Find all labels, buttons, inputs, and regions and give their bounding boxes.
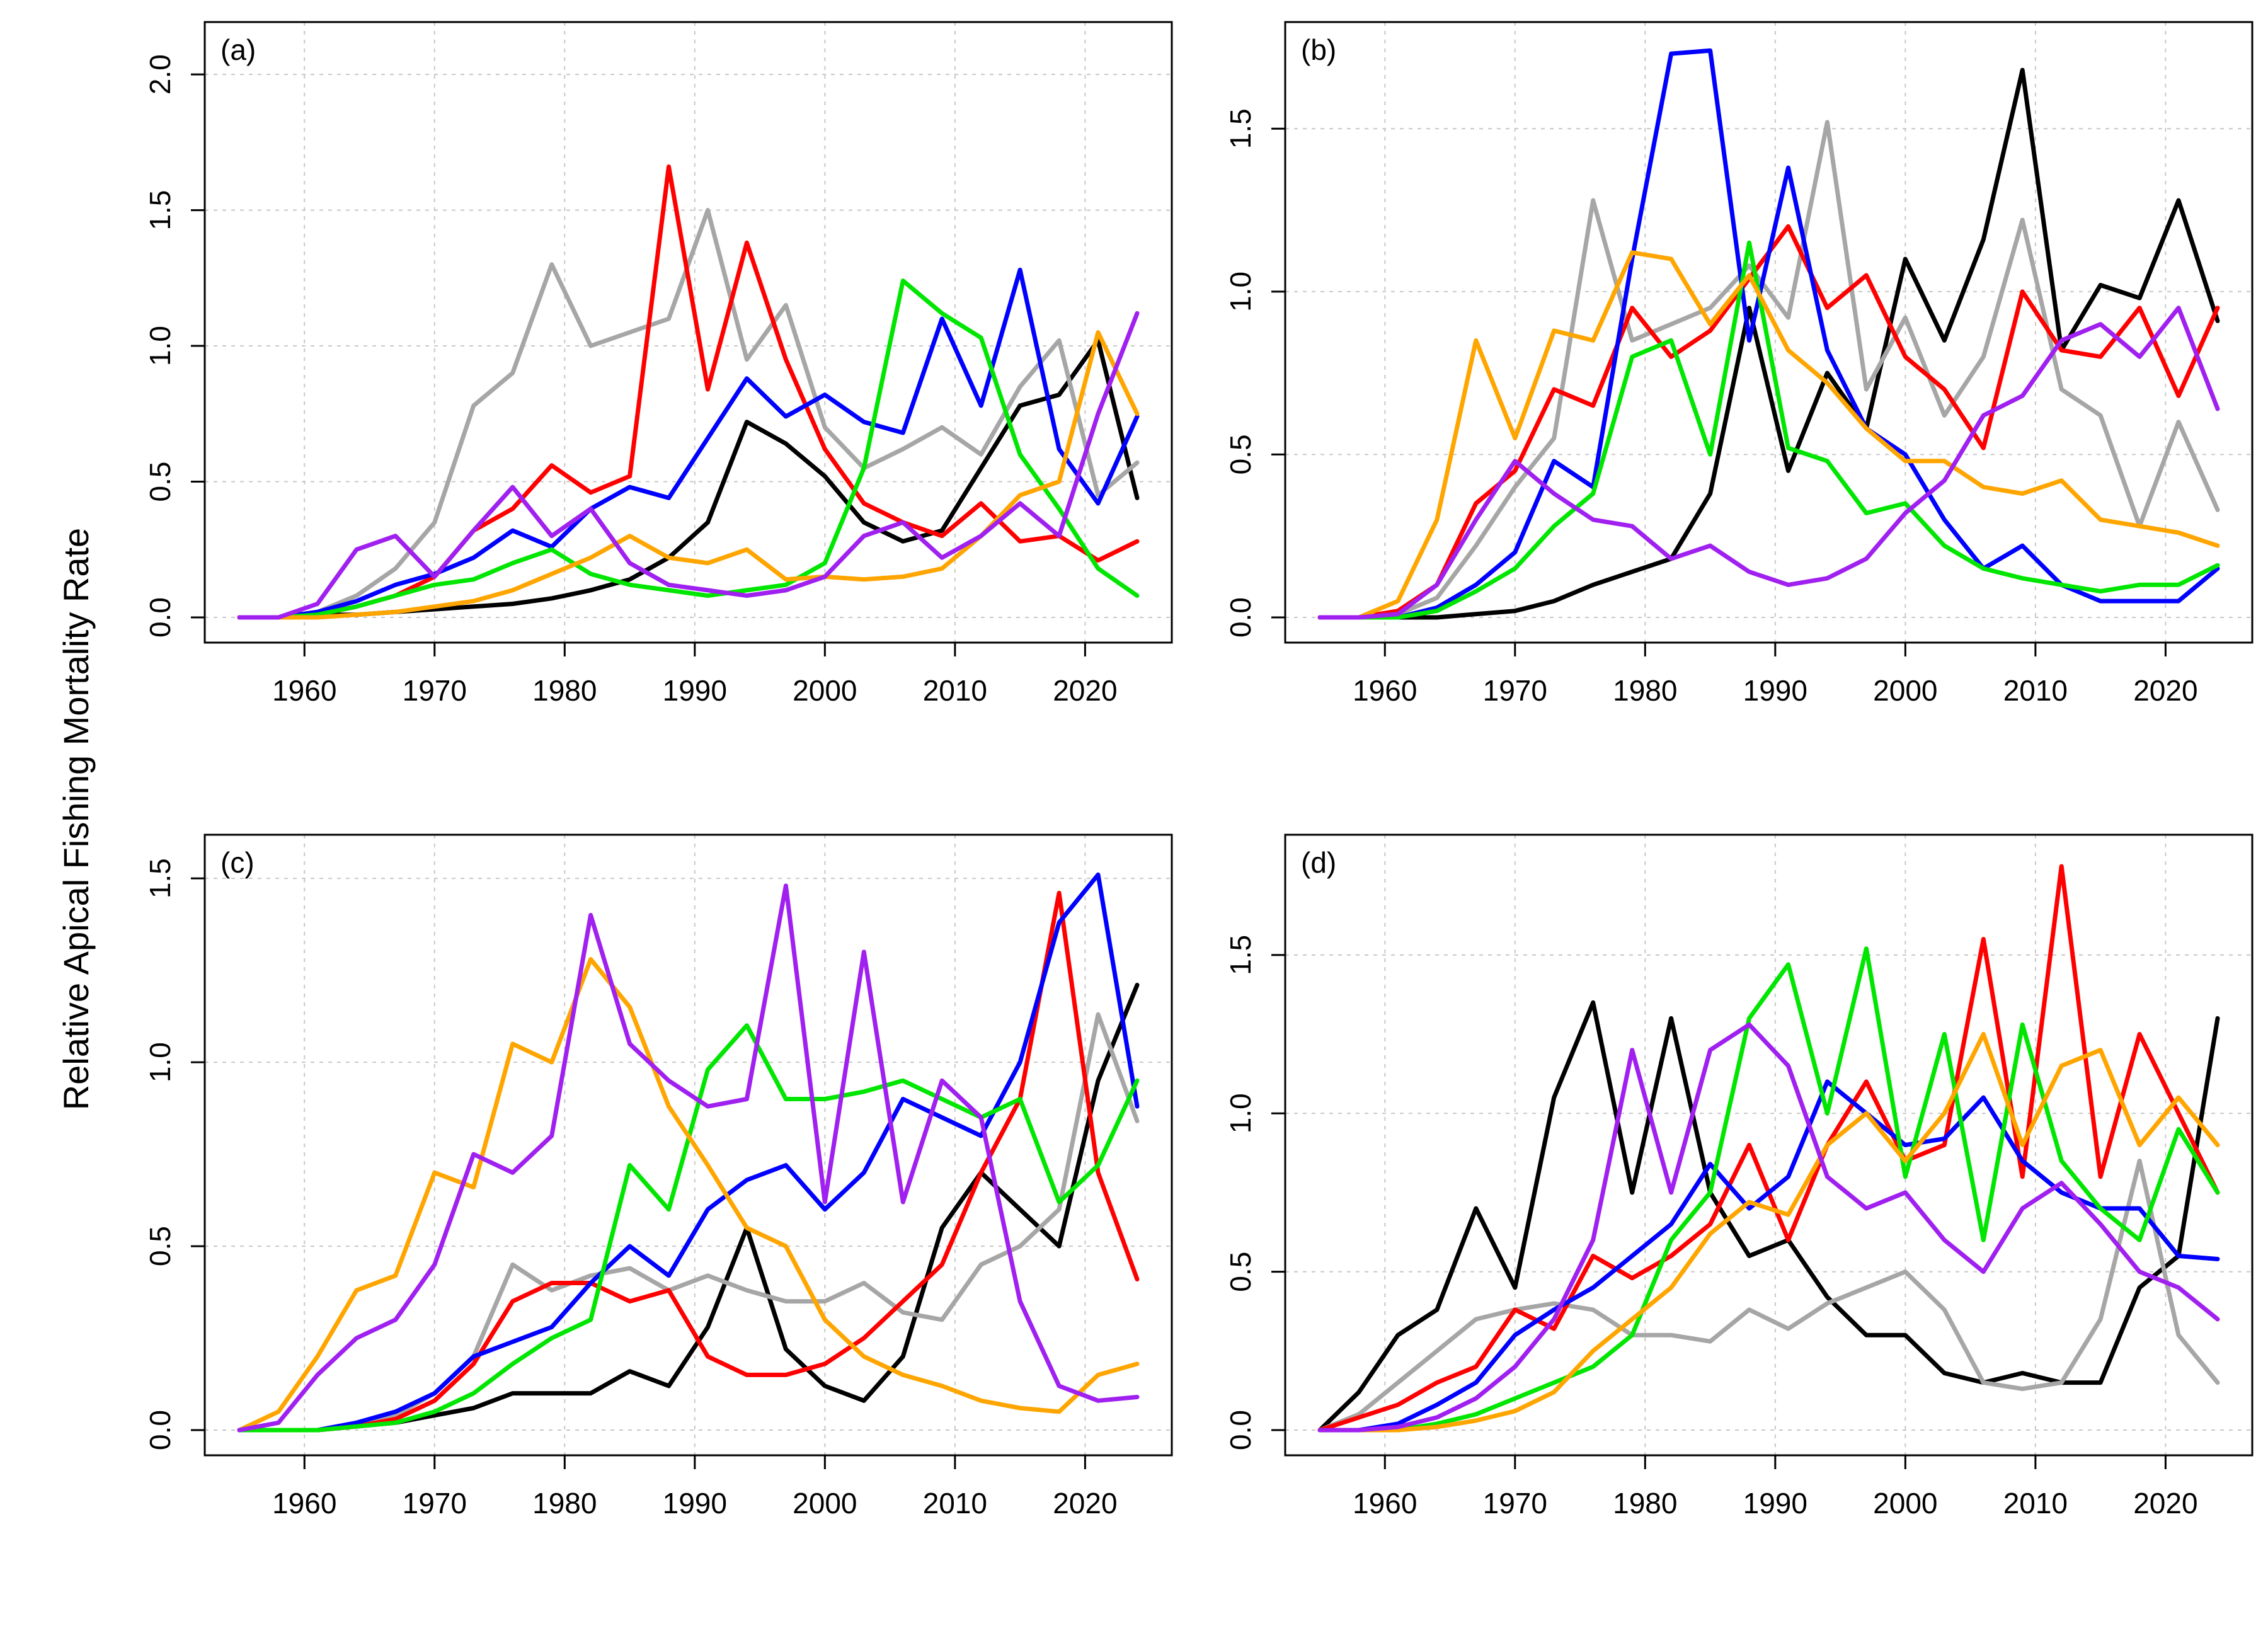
series-line-2 (1317, 120, 2220, 620)
x-tick-label: 1960 (272, 674, 336, 707)
x-tick-label: 1980 (1613, 674, 1677, 707)
x-tick-label: 2000 (793, 1487, 857, 1520)
x-tick-label: 2010 (923, 1487, 987, 1520)
series-line-7 (237, 883, 1140, 1433)
y-tick-label: 0.5 (1224, 1252, 1257, 1292)
series-line-3 (237, 164, 1140, 620)
x-tick-label: 2010 (2003, 674, 2068, 707)
x-tick-label: 1970 (1483, 1487, 1547, 1520)
y-tick-label: 1.5 (1224, 935, 1257, 975)
y-tick-label: 1.0 (144, 326, 176, 366)
x-tick-label: 2020 (1053, 674, 1117, 707)
series-line-7 (1317, 306, 2220, 620)
series-line-1 (237, 338, 1140, 620)
series-line-4 (1317, 1079, 2220, 1433)
y-tick-label: 1.5 (144, 858, 176, 898)
panel-c: 1960 1970 1980 1990 2000 2010 2020 0.0 0.5 1.0 1.5… (144, 833, 1173, 1520)
x-tick-label: 1970 (1483, 674, 1547, 707)
series-line-7 (237, 311, 1140, 620)
y-tick-label: 0.5 (144, 462, 176, 502)
series-line-5 (1317, 240, 2220, 620)
plot-frame (1284, 21, 2254, 644)
series-line-7 (1317, 1022, 2220, 1433)
x-tick-label: 1980 (532, 674, 597, 707)
x-tick-label: 1960 (1353, 674, 1417, 707)
x-tick-label: 1970 (403, 1487, 467, 1520)
panel-d: 1960 1970 1980 1990 2000 2010 2020 0.0 0.5 1.0 1.5… (1224, 833, 2254, 1520)
x-tick-label: 2020 (1053, 1487, 1117, 1520)
series-line-2 (237, 208, 1140, 620)
y-tick-label: 0.5 (1224, 434, 1257, 474)
y-tick-label: 1.5 (144, 190, 176, 231)
series-line-6 (1317, 250, 2220, 620)
panel-tag-d: (d) (1301, 846, 1336, 879)
series-line-4 (237, 872, 1140, 1433)
series-line-6 (237, 957, 1140, 1433)
panel-b: 1960 1970 1980 1990 2000 2010 2020 0.0 0.5 1.0 1.5… (1224, 21, 2254, 707)
series-line-2 (237, 1012, 1140, 1433)
series-line-5 (1317, 946, 2220, 1433)
x-tick-label: 2000 (793, 674, 857, 707)
x-tick-label: 2000 (1873, 1487, 1937, 1520)
x-tick-label: 2020 (2133, 1487, 2197, 1520)
y-tick-label: 1.5 (1224, 108, 1257, 149)
series-line-6 (237, 330, 1140, 620)
x-tick-label: 1960 (272, 1487, 336, 1520)
y-tick-label: 2.0 (144, 54, 176, 94)
x-tick-label: 1970 (403, 674, 467, 707)
y-tick-label: 0.0 (1224, 597, 1257, 638)
series-line-1 (1317, 1000, 2220, 1433)
plot-frame (203, 21, 1173, 644)
x-tick-label: 1960 (1353, 1487, 1417, 1520)
series-line-1 (237, 983, 1140, 1433)
panel-a: 1960 1970 1980 1990 2000 2010 2020 0.0 0.5 1.0 1.5… (144, 21, 1173, 707)
x-tick-label: 1990 (1743, 674, 1807, 707)
series-line-2 (1317, 1159, 2220, 1433)
y-tick-label: 1.0 (1224, 1093, 1257, 1133)
plot-frame (1284, 833, 2254, 1457)
y-axis-label: Relative Apical Fishing Mortality Rate (56, 528, 96, 1110)
x-tick-label: 1990 (663, 1487, 727, 1520)
panel-tag-c: (c) (220, 846, 255, 879)
y-tick-label: 1.0 (1224, 272, 1257, 312)
x-tick-label: 2010 (923, 674, 987, 707)
y-tick-label: 0.5 (144, 1226, 176, 1266)
x-tick-label: 2010 (2003, 1487, 2068, 1520)
x-tick-label: 2000 (1873, 674, 1937, 707)
series-line-5 (237, 278, 1140, 620)
y-tick-label: 0.0 (1224, 1410, 1257, 1450)
series-line-4 (237, 267, 1140, 620)
panel-tag-b: (b) (1301, 33, 1336, 66)
y-tick-label: 1.0 (144, 1042, 176, 1082)
y-tick-label: 0.0 (144, 597, 176, 638)
plot-frame (203, 833, 1173, 1457)
x-tick-label: 1980 (532, 1487, 597, 1520)
panel-tag-a: (a) (220, 33, 256, 66)
series-line-6 (1317, 1032, 2220, 1433)
x-tick-label: 1990 (1743, 1487, 1807, 1520)
x-tick-label: 1980 (1613, 1487, 1677, 1520)
y-tick-label: 0.0 (144, 1410, 176, 1450)
series-line-3 (237, 891, 1140, 1433)
x-tick-label: 1990 (663, 674, 727, 707)
x-tick-label: 2020 (2133, 674, 2197, 707)
